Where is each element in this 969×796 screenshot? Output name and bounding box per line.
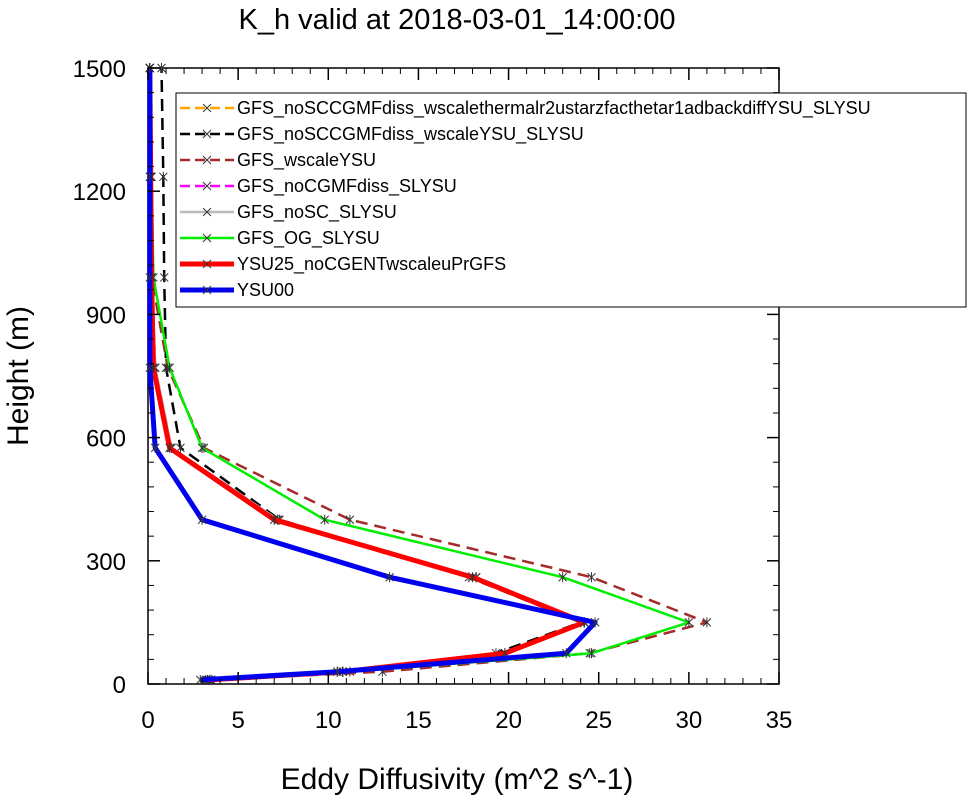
series-point [158,171,168,182]
x-tick-label: 20 [495,707,522,734]
series-point [145,362,155,373]
y-axis-label: Height (m) [2,306,35,446]
x-tick-label: 30 [676,707,703,734]
x-axis-label: Eddy Diffusivity (m^2 s^-1) [281,763,634,796]
legend-marker [202,259,212,269]
legend-marker [202,155,212,165]
legend-item: YSU00 [180,280,294,300]
x-tick-label: 5 [231,707,244,734]
series-point [197,442,207,453]
legend-item: GFS_noSC_SLYSU [180,202,397,223]
series-point [468,572,477,583]
series-point [561,648,571,659]
series-point [165,442,174,453]
series-point [159,272,169,283]
legend-label: GFS_OG_SLYSU [237,228,380,249]
series-point [145,171,155,182]
x-tick-label: 25 [585,707,612,734]
legend-label: GFS_noSCCGMFdiss_wscalethermalr2ustarzfa… [237,98,871,119]
series-point [702,617,712,628]
x-tick-label: 35 [766,707,793,734]
series-point [157,63,166,73]
legend-item: GFS_OG_SLYSU [180,228,380,249]
series-point [684,617,694,628]
legend-item: GFS_noSCCGMFdiss_wscaleYSU_SLYSU [180,124,584,145]
series-point [332,666,342,677]
x-tick-label: 10 [315,707,342,734]
legend-marker [202,233,212,243]
series-point [385,572,394,583]
legend-item: GFS_wscaleYSU [180,150,376,171]
series-point [269,514,279,525]
series-point [197,514,207,525]
series-point [587,572,596,583]
series-group [145,63,712,685]
legend-marker [202,285,212,295]
legend-label: GFS_noCGMFdiss_SLYSU [237,176,457,197]
x-tick-label: 15 [405,707,432,734]
y-tick-label: 300 [86,549,126,576]
legend-marker [202,207,212,217]
x-tick-label: 0 [141,707,154,734]
legend-marker [202,181,212,191]
y-tick-label: 0 [113,672,126,699]
series-point [558,572,568,583]
legend-box [175,92,967,308]
legend: GFS_noSCCGMFdiss_wscalethermalr2ustarzfa… [175,92,967,308]
series-point [590,617,600,628]
y-tick-label: 1200 [73,179,126,206]
legend-label: GFS_wscaleYSU [237,150,376,171]
series-point [320,514,330,525]
legend-marker [202,103,212,113]
series-point [195,674,205,685]
legend-label: YSU00 [237,280,294,300]
chart-title: K_h valid at 2018-03-01_14:00:00 [239,4,676,36]
y-tick-label: 600 [86,426,126,453]
legend-item: GFS_noCGMFdiss_SLYSU [180,176,457,197]
series-point [587,648,596,659]
series-point [145,272,155,283]
y-tick-label: 900 [86,302,126,329]
legend-item: YSU25_noCGENTwscaleuPrGFS [180,254,506,275]
series-point [150,442,160,453]
legend-label: YSU25_noCGENTwscaleuPrGFS [237,254,506,275]
legend-item: GFS_noSCCGMFdiss_wscalethermalr2ustarzfa… [180,98,871,119]
series-point [345,514,355,525]
series-7 [145,63,600,685]
legend-label: GFS_noSCCGMFdiss_wscaleYSU_SLYSU [237,124,584,145]
legend-marker [202,129,212,139]
series-point [165,362,174,373]
legend-label: GFS_noSC_SLYSU [237,202,397,223]
y-tick-label: 1500 [73,56,126,83]
